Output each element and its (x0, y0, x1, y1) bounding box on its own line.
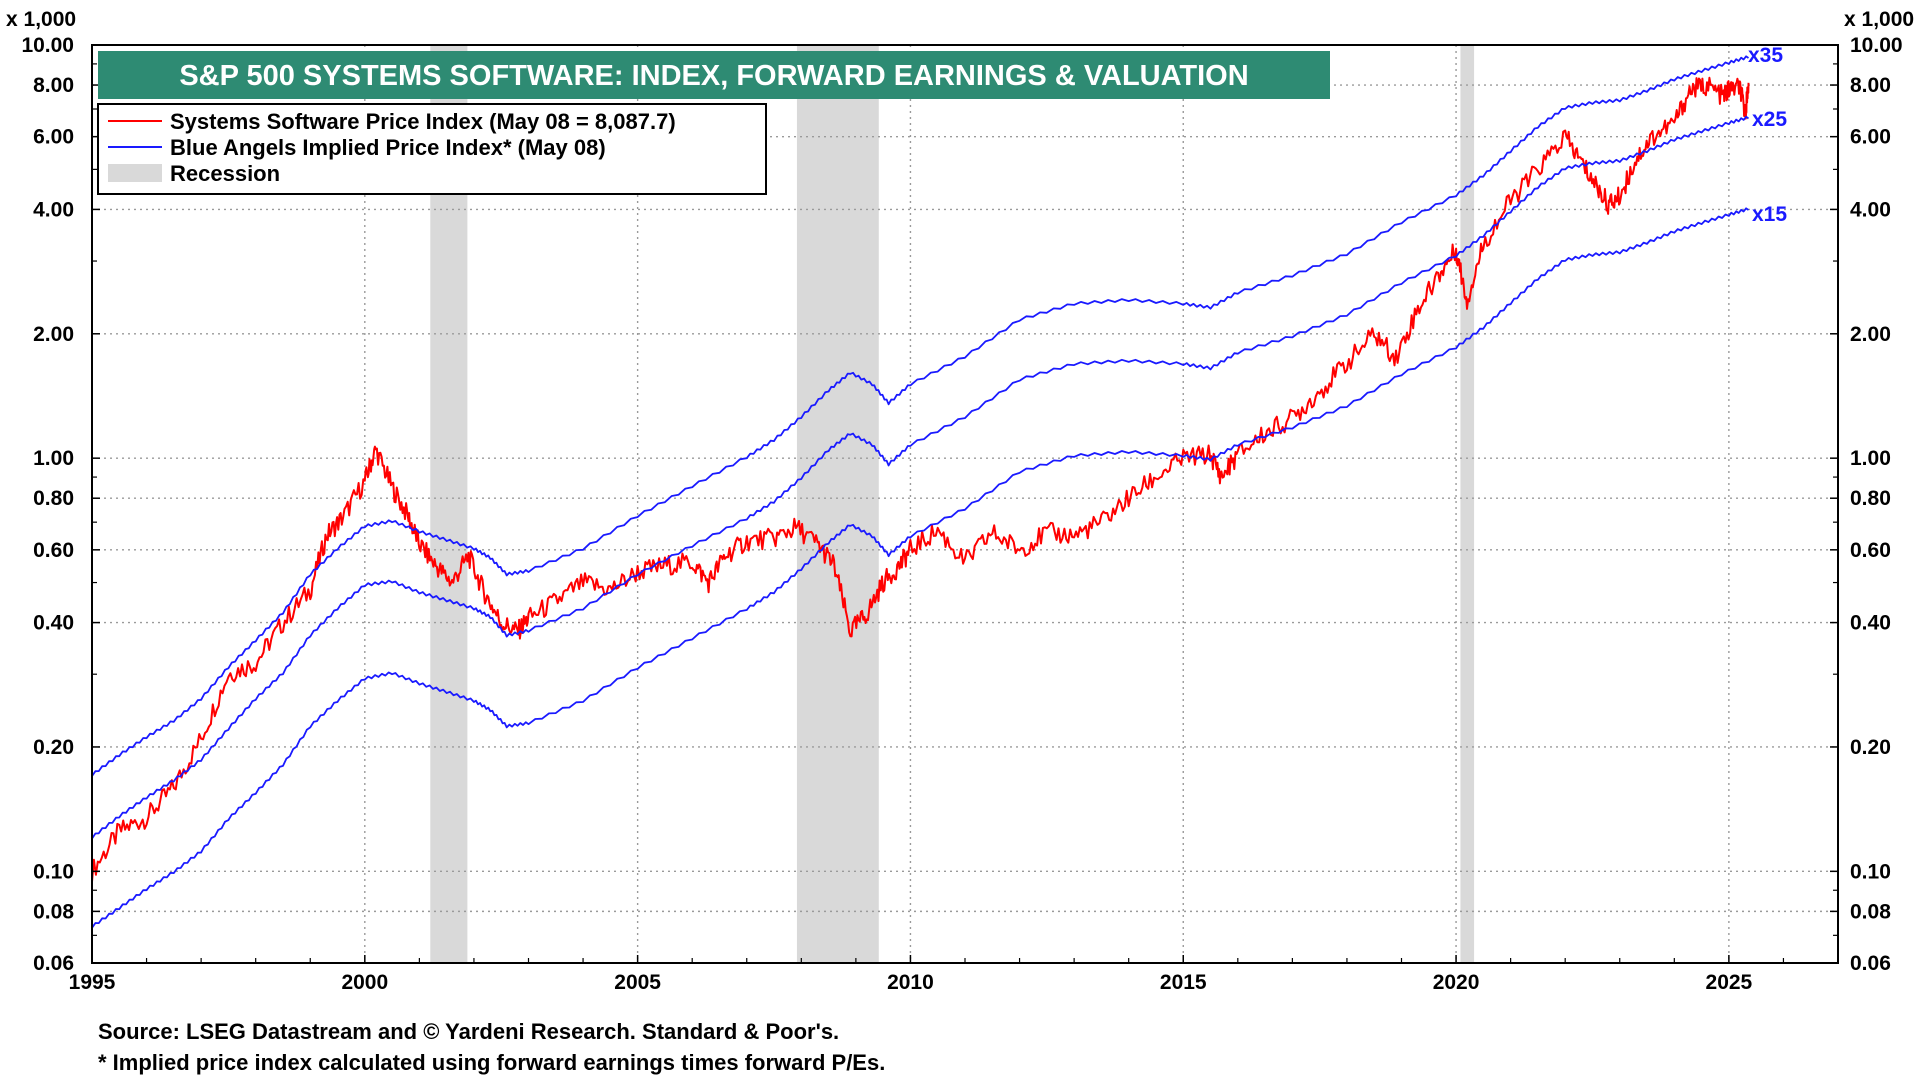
y-tick-label-left-9: 4.00 (33, 198, 74, 221)
y-tick-label-right-6: 0.80 (1850, 487, 1891, 510)
y-tick-label-right-3: 0.20 (1850, 736, 1891, 759)
y-tick-label-right-0: 0.06 (1850, 952, 1891, 975)
y-tick-label-right-9: 4.00 (1850, 198, 1891, 221)
y-tick-label-right-1: 0.08 (1850, 900, 1891, 923)
y-tick-label-left-6: 0.80 (33, 487, 74, 510)
x-tick-label-2020: 2020 (1433, 971, 1480, 994)
y-tick-label-left-2: 0.10 (33, 860, 74, 883)
y-unit-label-right: x 1,000 (1844, 8, 1914, 31)
y-tick-label-left-4: 0.40 (33, 612, 74, 635)
y-tick-label-left-5: 0.60 (33, 539, 74, 562)
recession-band-1 (796, 45, 879, 963)
y-tick-label-left-10: 6.00 (33, 126, 74, 149)
y-tick-label-left-7: 1.00 (33, 447, 74, 470)
x-tick-label-2005: 2005 (614, 971, 661, 994)
y-tick-label-left-12: 10.00 (21, 34, 74, 57)
y-tick-label-right-2: 0.10 (1850, 860, 1891, 883)
multiple-label-x25: x25 (1752, 108, 1787, 131)
x-tick-label-2025: 2025 (1706, 971, 1753, 994)
x-tick-label-1995: 1995 (69, 971, 116, 994)
axis-ticks: 1995 2000 2005 2010 2015 2020 2025 0.06 0.06 0.08… (21, 34, 1902, 994)
multiple-label-x15: x15 (1752, 203, 1787, 226)
chart-title: S&P 500 SYSTEMS SOFTWARE: INDEX, FORWARD… (179, 60, 1248, 92)
legend: Systems Software Price Index (May 08 = 8… (97, 103, 767, 195)
recession-bands (430, 45, 1475, 963)
title-banner (98, 51, 1330, 99)
source-note: Source: LSEG Datastream and © Yardeni Re… (98, 1019, 839, 1044)
series-line-0 (91, 76, 1750, 882)
series-line-1 (91, 55, 1750, 777)
y-tick-label-left-1: 0.08 (33, 900, 74, 923)
footnote: * Implied price index calculated using f… (98, 1050, 885, 1075)
y-tick-label-left-0: 0.06 (33, 952, 74, 975)
y-tick-label-left-8: 2.00 (33, 323, 74, 346)
y-tick-label-right-11: 8.00 (1850, 74, 1891, 97)
x-tick-label-2010: 2010 (887, 971, 934, 994)
y-tick-label-right-8: 2.00 (1850, 323, 1891, 346)
legend-label-implied-index: Blue Angels Implied Price Index* (May 08… (170, 135, 606, 160)
y-tick-label-right-5: 0.60 (1850, 539, 1891, 562)
y-unit-label-left: x 1,000 (6, 8, 76, 31)
legend-label-recession: Recession (170, 161, 280, 186)
y-tick-label-right-12: 10.00 (1850, 34, 1903, 57)
legend-swatch-recession (108, 164, 162, 182)
y-tick-label-right-7: 1.00 (1850, 447, 1891, 470)
series-line-2 (91, 115, 1750, 840)
series-lines (91, 55, 1750, 929)
multiple-label-x35: x35 (1748, 44, 1783, 67)
x-tick-label-2015: 2015 (1160, 971, 1207, 994)
series-line-3 (91, 207, 1750, 929)
y-tick-label-right-10: 6.00 (1850, 126, 1891, 149)
recession-band-2 (1460, 45, 1475, 963)
y-tick-label-right-4: 0.40 (1850, 612, 1891, 635)
legend-box (97, 103, 767, 195)
legend-label-price-index: Systems Software Price Index (May 08 = 8… (170, 109, 676, 134)
y-tick-label-left-11: 8.00 (33, 74, 74, 97)
y-tick-label-left-3: 0.20 (33, 736, 74, 759)
x-tick-label-2000: 2000 (341, 971, 388, 994)
recession-band-0 (430, 45, 468, 963)
